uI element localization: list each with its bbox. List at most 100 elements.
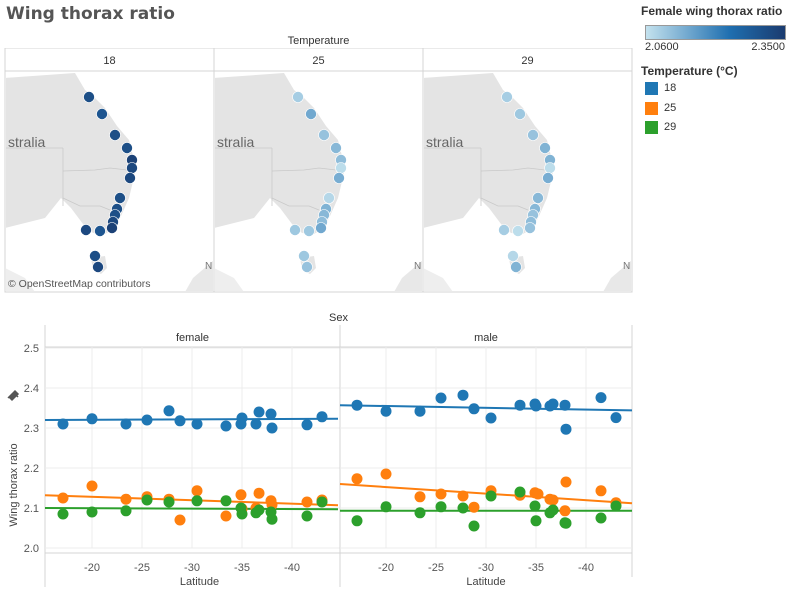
- data-point-29[interactable]: [57, 508, 69, 520]
- data-point-29[interactable]: [457, 502, 469, 514]
- map-site-point[interactable]: [124, 172, 136, 184]
- legend-swatch-18[interactable]: [645, 82, 658, 95]
- map-site-point[interactable]: [94, 225, 106, 237]
- map-site-point[interactable]: [542, 172, 554, 184]
- scatter-panel-male[interactable]: male -20 -25 -30 -35 -40 Latitude: [339, 325, 633, 588]
- data-point-29[interactable]: [610, 500, 622, 512]
- data-point-25[interactable]: [120, 493, 132, 505]
- map-site-point[interactable]: [527, 129, 539, 141]
- map-site-point[interactable]: [106, 222, 118, 234]
- data-point-18[interactable]: [191, 418, 203, 430]
- data-point-25[interactable]: [560, 476, 572, 488]
- data-point-18[interactable]: [414, 405, 426, 417]
- map-site-point[interactable]: [92, 261, 104, 273]
- map-site-point[interactable]: [512, 225, 524, 237]
- data-point-18[interactable]: [250, 418, 262, 430]
- map-site-point[interactable]: [333, 172, 345, 184]
- map-panel-18[interactable]: 18 stralia N © OpenStreetMap contributors: [4, 48, 215, 293]
- data-point-25[interactable]: [57, 492, 69, 504]
- map-site-point[interactable]: [292, 91, 304, 103]
- data-point-18[interactable]: [120, 418, 132, 430]
- trend-line-25[interactable]: [44, 494, 339, 507]
- map-site-point[interactable]: [289, 224, 301, 236]
- map-site-point[interactable]: [80, 224, 92, 236]
- legend-label-25[interactable]: 25: [664, 102, 677, 114]
- map-site-point[interactable]: [323, 192, 335, 204]
- data-point-29[interactable]: [560, 517, 572, 529]
- data-point-25[interactable]: [174, 514, 186, 526]
- map-site-point[interactable]: [109, 129, 121, 141]
- data-point-29[interactable]: [301, 510, 313, 522]
- map-panel-25[interactable]: 25 stralia N: [213, 48, 424, 293]
- map-site-point[interactable]: [524, 222, 536, 234]
- data-point-18[interactable]: [485, 412, 497, 424]
- data-point-29[interactable]: [253, 504, 265, 516]
- map-panel-29[interactable]: 29 stralia N: [422, 48, 633, 293]
- map-site-point[interactable]: [498, 224, 510, 236]
- data-point-18[interactable]: [468, 403, 480, 415]
- data-point-29[interactable]: [236, 508, 248, 520]
- data-point-18[interactable]: [529, 398, 541, 410]
- pin-icon[interactable]: [7, 389, 20, 402]
- data-point-18[interactable]: [559, 399, 571, 411]
- data-point-18[interactable]: [57, 418, 69, 430]
- map-site-point[interactable]: [303, 225, 315, 237]
- map-site-point[interactable]: [315, 222, 327, 234]
- data-point-25[interactable]: [220, 510, 232, 522]
- map-site-point[interactable]: [301, 261, 313, 273]
- data-point-29[interactable]: [220, 495, 232, 507]
- map-site-point[interactable]: [507, 250, 519, 262]
- legend-label-29[interactable]: 29: [664, 121, 677, 133]
- map-site-point[interactable]: [298, 250, 310, 262]
- data-point-25[interactable]: [547, 494, 559, 506]
- data-point-29[interactable]: [547, 504, 559, 516]
- map-site-point[interactable]: [126, 162, 138, 174]
- data-point-18[interactable]: [301, 419, 313, 431]
- legend-label-18[interactable]: 18: [664, 82, 677, 94]
- data-point-29[interactable]: [514, 486, 526, 498]
- data-point-25[interactable]: [191, 485, 203, 497]
- data-point-25[interactable]: [457, 490, 469, 502]
- map-site-point[interactable]: [544, 162, 556, 174]
- data-point-29[interactable]: [141, 494, 153, 506]
- data-point-18[interactable]: [351, 399, 363, 411]
- data-point-29[interactable]: [530, 515, 542, 527]
- data-point-25[interactable]: [468, 501, 480, 513]
- data-point-18[interactable]: [253, 406, 265, 418]
- data-point-18[interactable]: [547, 398, 559, 410]
- data-point-18[interactable]: [266, 422, 278, 434]
- data-point-25[interactable]: [414, 491, 426, 503]
- data-point-25[interactable]: [351, 473, 363, 485]
- legend-swatch-29[interactable]: [645, 121, 658, 134]
- map-site-point[interactable]: [96, 108, 108, 120]
- data-point-29[interactable]: [380, 501, 392, 513]
- data-point-29[interactable]: [529, 500, 541, 512]
- data-point-25[interactable]: [301, 496, 313, 508]
- data-point-25[interactable]: [532, 488, 544, 500]
- map-site-point[interactable]: [335, 162, 347, 174]
- data-point-18[interactable]: [457, 389, 469, 401]
- data-point-29[interactable]: [163, 496, 175, 508]
- data-point-25[interactable]: [595, 485, 607, 497]
- data-point-29[interactable]: [485, 490, 497, 502]
- scatter-panel-female[interactable]: female -20 -25 -30 -35 -40 Latitude: [44, 325, 341, 588]
- legend-swatch-25[interactable]: [645, 102, 658, 115]
- data-point-18[interactable]: [235, 418, 247, 430]
- data-point-18[interactable]: [163, 405, 175, 417]
- data-point-29[interactable]: [414, 507, 426, 519]
- data-point-18[interactable]: [435, 392, 447, 404]
- map-site-point[interactable]: [114, 192, 126, 204]
- data-point-29[interactable]: [435, 501, 447, 513]
- map-site-point[interactable]: [532, 192, 544, 204]
- data-point-18[interactable]: [174, 415, 186, 427]
- data-point-25[interactable]: [559, 505, 571, 517]
- data-point-25[interactable]: [86, 480, 98, 492]
- map-site-point[interactable]: [89, 250, 101, 262]
- trend-line-18[interactable]: [339, 404, 633, 412]
- data-point-29[interactable]: [316, 496, 328, 508]
- data-point-29[interactable]: [86, 506, 98, 518]
- map-site-point[interactable]: [539, 142, 551, 154]
- data-point-25[interactable]: [253, 487, 265, 499]
- data-point-29[interactable]: [266, 513, 278, 525]
- map-site-point[interactable]: [510, 261, 522, 273]
